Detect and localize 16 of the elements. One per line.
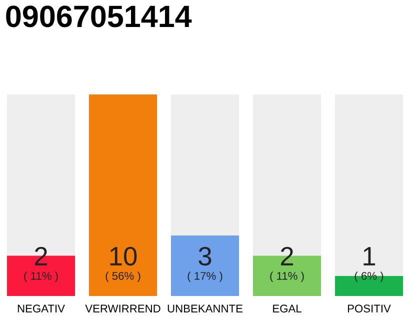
annotation: ( 56% ) bbox=[106, 272, 140, 282]
x-tick-label: NEGATIV bbox=[18, 304, 65, 312]
x-tick-label: POSITIV bbox=[348, 304, 391, 312]
annotation: ( 11% ) bbox=[24, 272, 58, 282]
annotation: ( 11% ) bbox=[270, 272, 304, 282]
bar bbox=[88, 94, 158, 296]
x-tick-label: UNBEKANNTE bbox=[168, 304, 242, 312]
x-tick-label: EGAL bbox=[273, 304, 302, 312]
annotation: ( 17% ) bbox=[188, 272, 222, 282]
chart-title: 09067051414 bbox=[6, 6, 192, 28]
data-label: 1 bbox=[364, 247, 376, 266]
bar bbox=[170, 94, 240, 236]
bar bbox=[170, 236, 240, 296]
data-label: 10 bbox=[110, 246, 137, 266]
data-label: 3 bbox=[198, 246, 212, 266]
x-tick-label: VERWIRREND bbox=[85, 304, 160, 312]
